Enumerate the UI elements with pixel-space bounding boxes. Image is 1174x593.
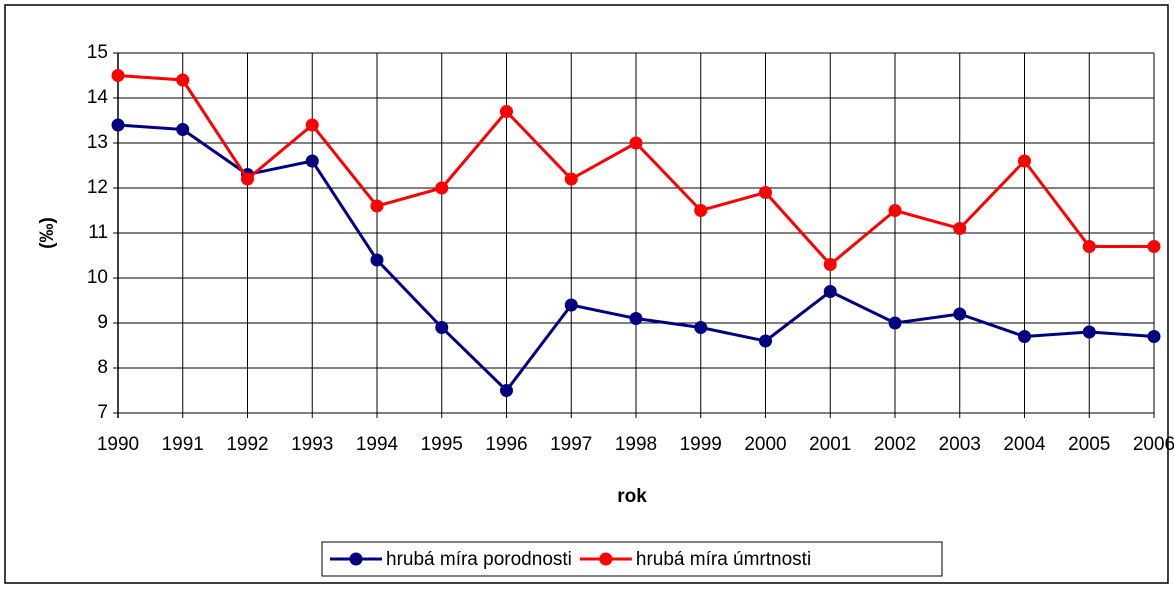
point <box>564 172 578 186</box>
x-tick-label: 1997 <box>550 434 592 455</box>
point <box>241 172 254 186</box>
legend-label: hrubá míra porodnosti <box>386 549 572 570</box>
point <box>305 154 319 168</box>
point <box>111 118 125 132</box>
y-tick-label: 11 <box>88 222 108 243</box>
point <box>1018 330 1031 343</box>
point <box>564 298 578 312</box>
point <box>500 105 513 118</box>
x-tick-label: 1995 <box>421 434 463 455</box>
point <box>305 118 319 132</box>
y-tick-label: 10 <box>87 267 108 288</box>
point <box>759 334 772 348</box>
x-tick-label: 1990 <box>97 434 139 455</box>
point <box>435 181 449 195</box>
x-tick-label: 2001 <box>809 434 851 455</box>
legend <box>321 541 943 577</box>
y-tick-label: 14 <box>87 87 109 108</box>
point <box>435 321 449 334</box>
legend-marker <box>349 552 363 566</box>
x-tick-label: 1999 <box>680 434 722 455</box>
y-tick-label: 13 <box>87 132 108 153</box>
point <box>953 307 967 321</box>
x-tick-label: 1994 <box>356 434 399 455</box>
x-tick-label: 2002 <box>874 434 916 455</box>
point <box>111 69 125 82</box>
point <box>759 186 772 199</box>
y-tick-label: 15 <box>87 42 108 63</box>
y-tick-label: 9 <box>97 312 108 333</box>
point <box>500 384 513 397</box>
chart-frame <box>4 4 1169 584</box>
y-tick-label: 7 <box>97 402 108 423</box>
x-tick-label: 2005 <box>1068 434 1110 455</box>
point <box>1082 240 1096 253</box>
point <box>694 204 708 217</box>
point <box>1018 154 1031 168</box>
x-tick-label: 1992 <box>226 434 268 455</box>
y-axis-label: (‰) <box>37 217 58 249</box>
x-tick-label: 2004 <box>1003 434 1046 455</box>
point <box>370 199 384 213</box>
point <box>176 123 190 136</box>
x-tick-label: 2006 <box>1133 434 1174 455</box>
legend-label: hrubá míra úmrtnosti <box>636 549 811 570</box>
legend-marker <box>599 552 613 566</box>
point <box>888 316 902 330</box>
point <box>823 285 837 298</box>
point <box>823 258 837 271</box>
x-tick-label: 1991 <box>162 434 204 455</box>
x-tick-label: 1993 <box>291 434 333 455</box>
point <box>1147 240 1161 253</box>
point <box>1147 330 1161 343</box>
y-tick-label: 12 <box>87 177 108 198</box>
point <box>176 73 190 87</box>
x-tick-label: 1996 <box>485 434 527 455</box>
point <box>370 253 384 267</box>
x-tick-label: 2000 <box>744 434 786 455</box>
x-tick-label: 2003 <box>939 434 981 455</box>
point <box>1082 325 1096 339</box>
x-axis-label: rok <box>617 486 647 507</box>
x-tick-label: 1998 <box>615 434 657 455</box>
point <box>694 321 708 334</box>
point <box>629 312 643 325</box>
point <box>888 204 902 217</box>
y-tick-label: 8 <box>97 357 108 378</box>
point <box>629 136 643 150</box>
point <box>953 222 967 235</box>
